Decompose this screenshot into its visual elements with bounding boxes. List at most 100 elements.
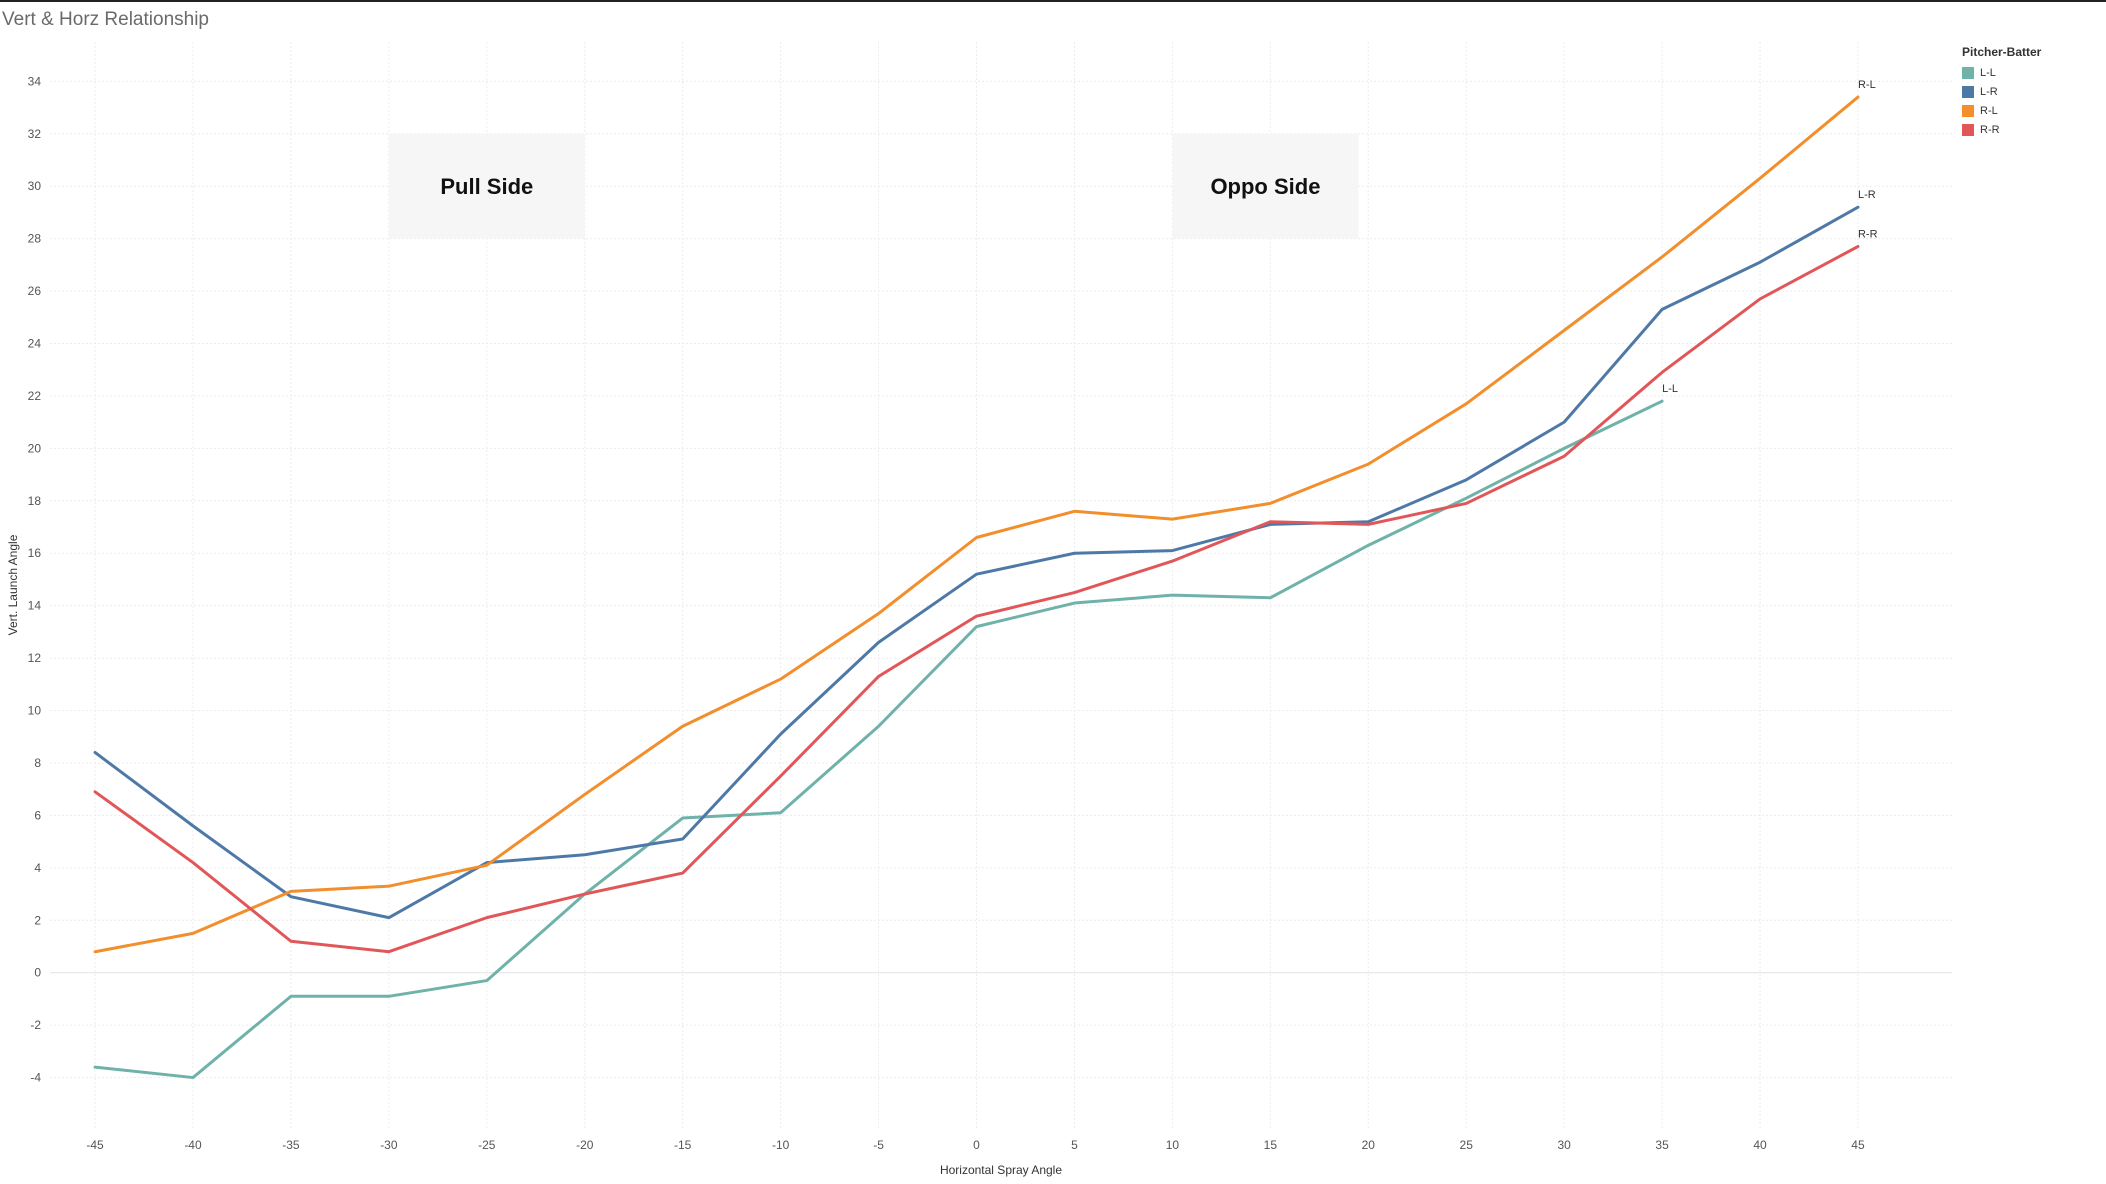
legend-item[interactable]: R-R [1962,120,2041,139]
data-point [1465,497,1468,500]
data-point [1759,177,1762,180]
data-point [94,950,97,953]
data-point [877,612,880,615]
x-tick-label: 35 [1655,1138,1669,1152]
data-point [94,790,97,793]
y-tick-label: -4 [30,1071,41,1085]
x-tick-label: -40 [184,1138,202,1152]
data-point [1661,371,1664,374]
legend-swatch [1962,66,1974,79]
y-tick-label: 22 [28,389,42,403]
data-point [387,995,390,998]
data-point [1073,591,1076,594]
data-point [1171,560,1174,563]
data-point [1856,206,1859,209]
data-point [975,625,978,628]
y-tick-label: 8 [34,756,41,770]
series-lines: L-L L-R R-L R-R [93,79,1878,1080]
data-point [191,861,194,864]
series-end-label: R-L [1858,79,1876,91]
data-point [681,725,684,728]
data-point [289,895,292,898]
data-point [681,837,684,840]
legend-label: R-L [1980,104,1998,117]
y-tick-label: 24 [28,336,42,350]
data-point [1367,463,1370,466]
data-point [1367,523,1370,526]
x-tick-label: 15 [1264,1138,1278,1152]
y-tick-label: 20 [28,441,42,455]
page-title: Vert & Horz Relationship [2,9,209,30]
data-point [1171,518,1174,521]
series-end-label: L-L [1662,383,1678,395]
x-tick-label: -10 [772,1138,790,1152]
data-point [1661,400,1664,403]
x-tick-label: 45 [1851,1138,1865,1152]
data-point [94,751,97,754]
y-tick-label: 12 [28,651,42,665]
x-tick-label: -35 [282,1138,300,1152]
data-point [779,733,782,736]
data-point [1661,308,1664,311]
x-tick-label: 5 [1071,1138,1078,1152]
data-point [583,893,586,896]
series-end-label: R-R [1858,228,1878,240]
y-tick-label: 4 [34,861,41,875]
top-border [0,0,2106,2]
data-point [779,678,782,681]
y-axis-title: Vert. Launch Angle [6,534,20,635]
x-tick-label: 25 [1460,1138,1474,1152]
data-point [975,573,978,576]
x-tick-label: -15 [674,1138,692,1152]
legend: Pitcher-Batter L-L L-R R-L R-R [1962,45,2041,139]
legend-item[interactable]: L-R [1962,82,2041,101]
x-axis-title: Horizontal Spray Angle [940,1163,1062,1177]
legend-swatch [1962,104,1974,117]
annotations: Pull Side Oppo Side [388,133,1359,239]
legend-swatch [1962,123,1974,136]
annotation-label: Pull Side [440,174,533,199]
data-point [485,979,488,982]
data-point [387,950,390,953]
data-point [1269,520,1272,523]
data-point [1759,297,1762,300]
y-tick-label: 10 [28,704,42,718]
data-point [1171,549,1174,552]
y-tick-label: 26 [28,284,42,298]
data-point [1269,502,1272,505]
data-point [387,885,390,888]
y-tick-label: 34 [28,74,42,88]
legend-items: L-L L-R R-L R-R [1962,63,2041,139]
annotation-box [388,133,585,239]
data-point [191,824,194,827]
data-point [1073,602,1076,605]
data-point [1073,552,1076,555]
series-line-l-r [93,205,1860,920]
data-point [681,872,684,875]
legend-item[interactable]: L-L [1962,63,2041,82]
axis-ticks: -45 -40 -35 -30 -25 -20 -15 -10 -5 0 5 10 15 20 25 30 35… [28,74,1865,1152]
data-point [1759,261,1762,264]
annotation-box [1172,133,1359,239]
data-point [1073,510,1076,513]
x-tick-label: -25 [478,1138,496,1152]
data-point [1856,245,1859,248]
data-point [191,932,194,935]
series-end-label: L-R [1858,189,1876,201]
data-point [485,916,488,919]
data-point [1269,596,1272,599]
legend-item[interactable]: R-L [1962,101,2041,120]
series-line-r-l [93,95,1860,954]
x-tick-label: -45 [86,1138,104,1152]
data-point [387,916,390,919]
y-tick-label: 0 [34,966,41,980]
y-tick-label: 2 [34,913,41,927]
x-tick-label: 10 [1166,1138,1180,1152]
data-point [779,811,782,814]
data-point [877,641,880,644]
x-tick-label: 30 [1557,1138,1571,1152]
x-tick-label: 20 [1362,1138,1376,1152]
legend-swatch [1962,85,1974,98]
data-point [583,793,586,796]
